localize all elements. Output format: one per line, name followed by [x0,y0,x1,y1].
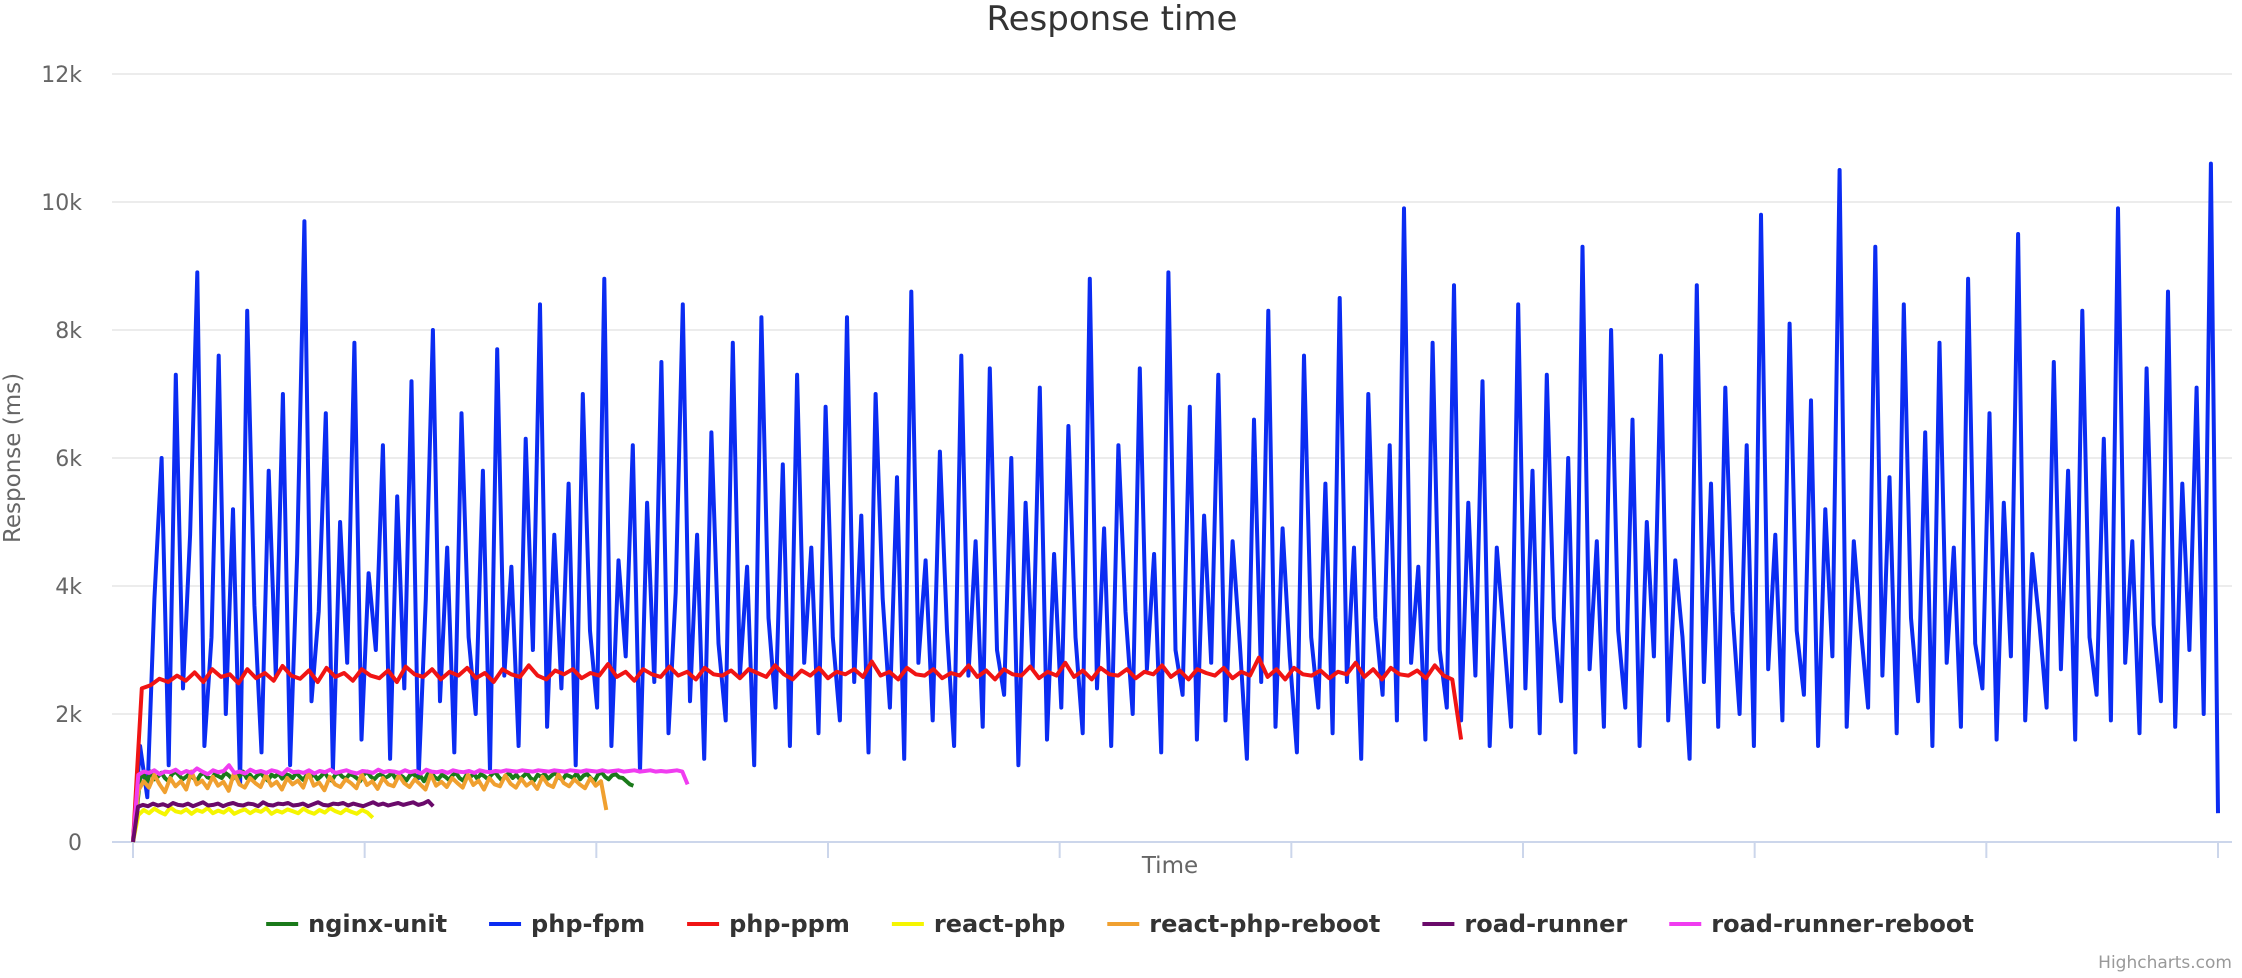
chart-title: Response time [987,0,1238,39]
series-line-road-runner-reboot [131,763,690,843]
y-tick-label: 10k [41,191,82,216]
legend-label: react-php-reboot [1149,910,1380,938]
legend-item-road-runner-reboot[interactable]: road-runner-reboot [1669,910,1974,938]
y-tick-label: 4k [55,575,82,600]
legend-item-php-ppm[interactable]: php-ppm [687,910,850,938]
x-axis-title: Time [1141,853,1198,879]
credits-link[interactable]: Highcharts.com [2098,953,2232,973]
legend-label: road-runner [1464,910,1627,938]
legend-item-php-fpm[interactable]: php-fpm [489,910,645,938]
series-line-php-fpm [131,161,2220,843]
legend-label: php-fpm [531,910,645,938]
x-axis [112,841,2232,858]
legend-item-react-php-reboot[interactable]: react-php-reboot [1107,910,1380,938]
legend-label: nginx-unit [308,910,447,938]
series-line-php-ppm [131,655,1464,843]
y-axis-ticks: 0 2k 4k 6k 8k 10k 12k [41,63,82,856]
legend-label: react-php [934,910,1065,938]
series-line-react-php [131,805,375,843]
y-tick-label: 0 [68,831,82,856]
legend-label: php-ppm [729,910,850,938]
y-tick-label: 6k [55,447,82,472]
y-tick-label: 8k [55,319,82,344]
series-line-road-runner [131,799,435,843]
legend-item-react-php[interactable]: react-php [891,910,1065,938]
legend-label: road-runner-reboot [1711,910,1974,938]
legend-item-road-runner[interactable]: road-runner [1422,910,1627,938]
y-tick-label: 2k [55,703,82,728]
series-lines [131,161,2220,843]
legend-item-nginx-unit[interactable]: nginx-unit [266,910,447,938]
y-tick-label: 12k [41,63,82,88]
legend: nginx-unit php-fpm php-ppm react-php react-p… [266,910,1974,938]
y-axis-title: Response (ms) [0,373,26,543]
series-line-react-php-reboot [131,769,609,843]
